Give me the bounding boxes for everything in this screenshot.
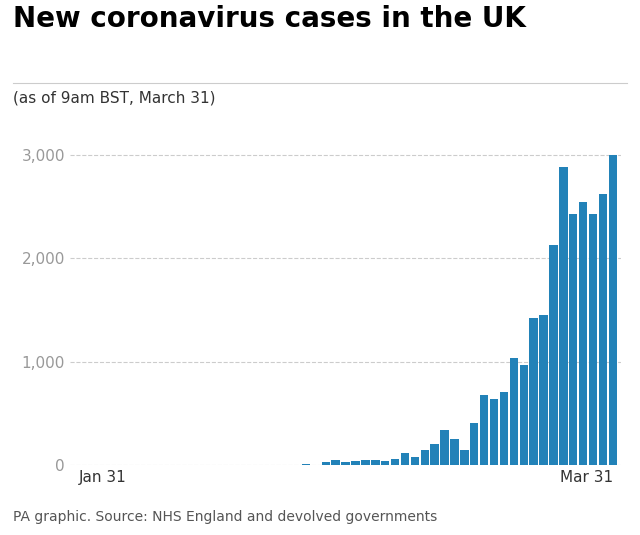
Bar (381, 461, 389, 465)
Bar (351, 461, 360, 465)
Text: New coronavirus cases in the UK: New coronavirus cases in the UK (13, 5, 525, 33)
Bar (321, 462, 330, 465)
Bar (589, 213, 597, 465)
Bar (540, 315, 548, 465)
Bar (440, 430, 449, 465)
Text: PA graphic. Source: NHS England and devolved governments: PA graphic. Source: NHS England and devo… (13, 510, 437, 524)
Bar (451, 439, 459, 465)
Bar (262, 464, 271, 465)
Bar (549, 245, 557, 465)
Bar (509, 358, 518, 465)
Bar (341, 462, 350, 465)
Bar (529, 318, 538, 465)
Bar (401, 454, 409, 465)
Bar (490, 399, 499, 465)
Bar (520, 365, 528, 465)
Bar (431, 444, 439, 465)
Bar (391, 459, 399, 465)
Bar (302, 464, 310, 465)
Bar (411, 457, 419, 465)
Text: (as of 9am BST, March 31): (as of 9am BST, March 31) (13, 91, 215, 106)
Bar (312, 464, 320, 465)
Bar (371, 460, 380, 465)
Bar (480, 395, 488, 465)
Bar (559, 167, 568, 465)
Bar (500, 392, 508, 465)
Bar (460, 450, 468, 465)
Bar (361, 460, 370, 465)
Bar (470, 423, 479, 465)
Bar (599, 194, 607, 465)
Bar (332, 461, 340, 465)
Bar (569, 213, 577, 465)
Bar (420, 450, 429, 465)
Bar (609, 155, 617, 465)
Bar (579, 202, 588, 465)
